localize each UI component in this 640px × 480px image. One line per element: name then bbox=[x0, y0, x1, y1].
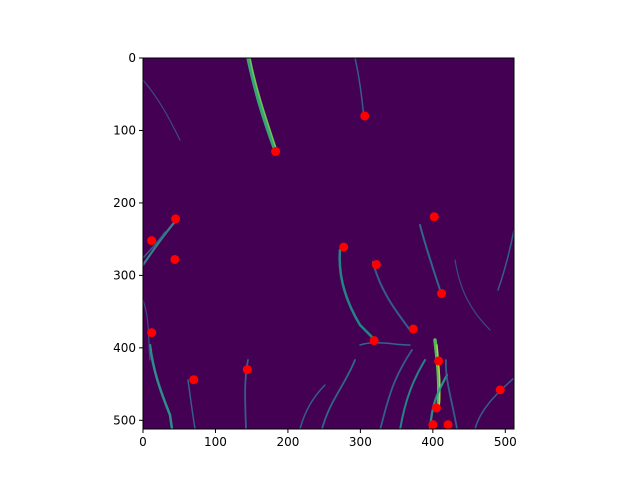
scatter-point bbox=[339, 242, 349, 252]
scatter-point bbox=[437, 288, 447, 298]
y-tick-label: 200 bbox=[113, 196, 136, 210]
filament-strand bbox=[359, 342, 411, 346]
scatter-point bbox=[360, 111, 370, 121]
filament-strand bbox=[474, 377, 514, 429]
scatter-point bbox=[371, 260, 381, 270]
filament-strand bbox=[445, 359, 458, 429]
scatter-point bbox=[147, 328, 157, 338]
plot-frame bbox=[142, 57, 515, 430]
scatter-point bbox=[171, 214, 181, 224]
filament-strand bbox=[436, 344, 441, 409]
scatter-point bbox=[242, 365, 252, 375]
y-tick-label: 0 bbox=[128, 51, 136, 65]
filament-strand bbox=[143, 79, 181, 141]
x-tick-label: 300 bbox=[349, 435, 372, 449]
scatter-point bbox=[147, 236, 157, 246]
filament-strand bbox=[148, 343, 174, 429]
filament-strand bbox=[143, 231, 166, 259]
filament-strand bbox=[379, 349, 413, 429]
filament-strand bbox=[187, 379, 196, 429]
scatter-point bbox=[408, 324, 418, 334]
x-tick-label: 200 bbox=[276, 435, 299, 449]
filament-strand bbox=[497, 229, 514, 291]
filament-image bbox=[143, 58, 514, 429]
filament-strand bbox=[321, 359, 356, 429]
x-tick-label: 0 bbox=[139, 435, 147, 449]
filament-strand bbox=[399, 359, 426, 429]
scatter-point bbox=[434, 356, 444, 366]
filament-strand bbox=[249, 58, 277, 149]
x-axis: 0 100 200 300 400 500 bbox=[139, 429, 517, 449]
scatter-point bbox=[429, 212, 439, 222]
y-tick-label: 100 bbox=[113, 123, 136, 137]
scatter-point bbox=[431, 403, 441, 413]
filament-strand bbox=[419, 224, 441, 291]
y-axis: 0 100 200 300 400 500 bbox=[113, 51, 143, 427]
scatter-points bbox=[147, 111, 505, 430]
scatter-point bbox=[428, 420, 438, 430]
filament-strand bbox=[454, 259, 491, 331]
x-tick-label: 100 bbox=[204, 435, 227, 449]
filament-strand bbox=[338, 248, 375, 340]
y-tick-label: 400 bbox=[113, 341, 136, 355]
scatter-point bbox=[170, 254, 180, 264]
x-tick-label: 500 bbox=[494, 435, 517, 449]
scatter-point bbox=[443, 420, 453, 430]
x-tick-label: 400 bbox=[421, 435, 444, 449]
y-tick-label: 300 bbox=[113, 268, 136, 282]
scatter-point bbox=[495, 385, 505, 395]
filament-strand bbox=[433, 338, 441, 412]
y-tick-label: 500 bbox=[113, 413, 136, 427]
filament-strand bbox=[299, 384, 326, 429]
scatter-point bbox=[189, 375, 199, 385]
scatter-point bbox=[369, 336, 379, 346]
filament-strand bbox=[246, 58, 277, 152]
filament-strand bbox=[372, 261, 411, 331]
scatter-point bbox=[271, 146, 281, 156]
